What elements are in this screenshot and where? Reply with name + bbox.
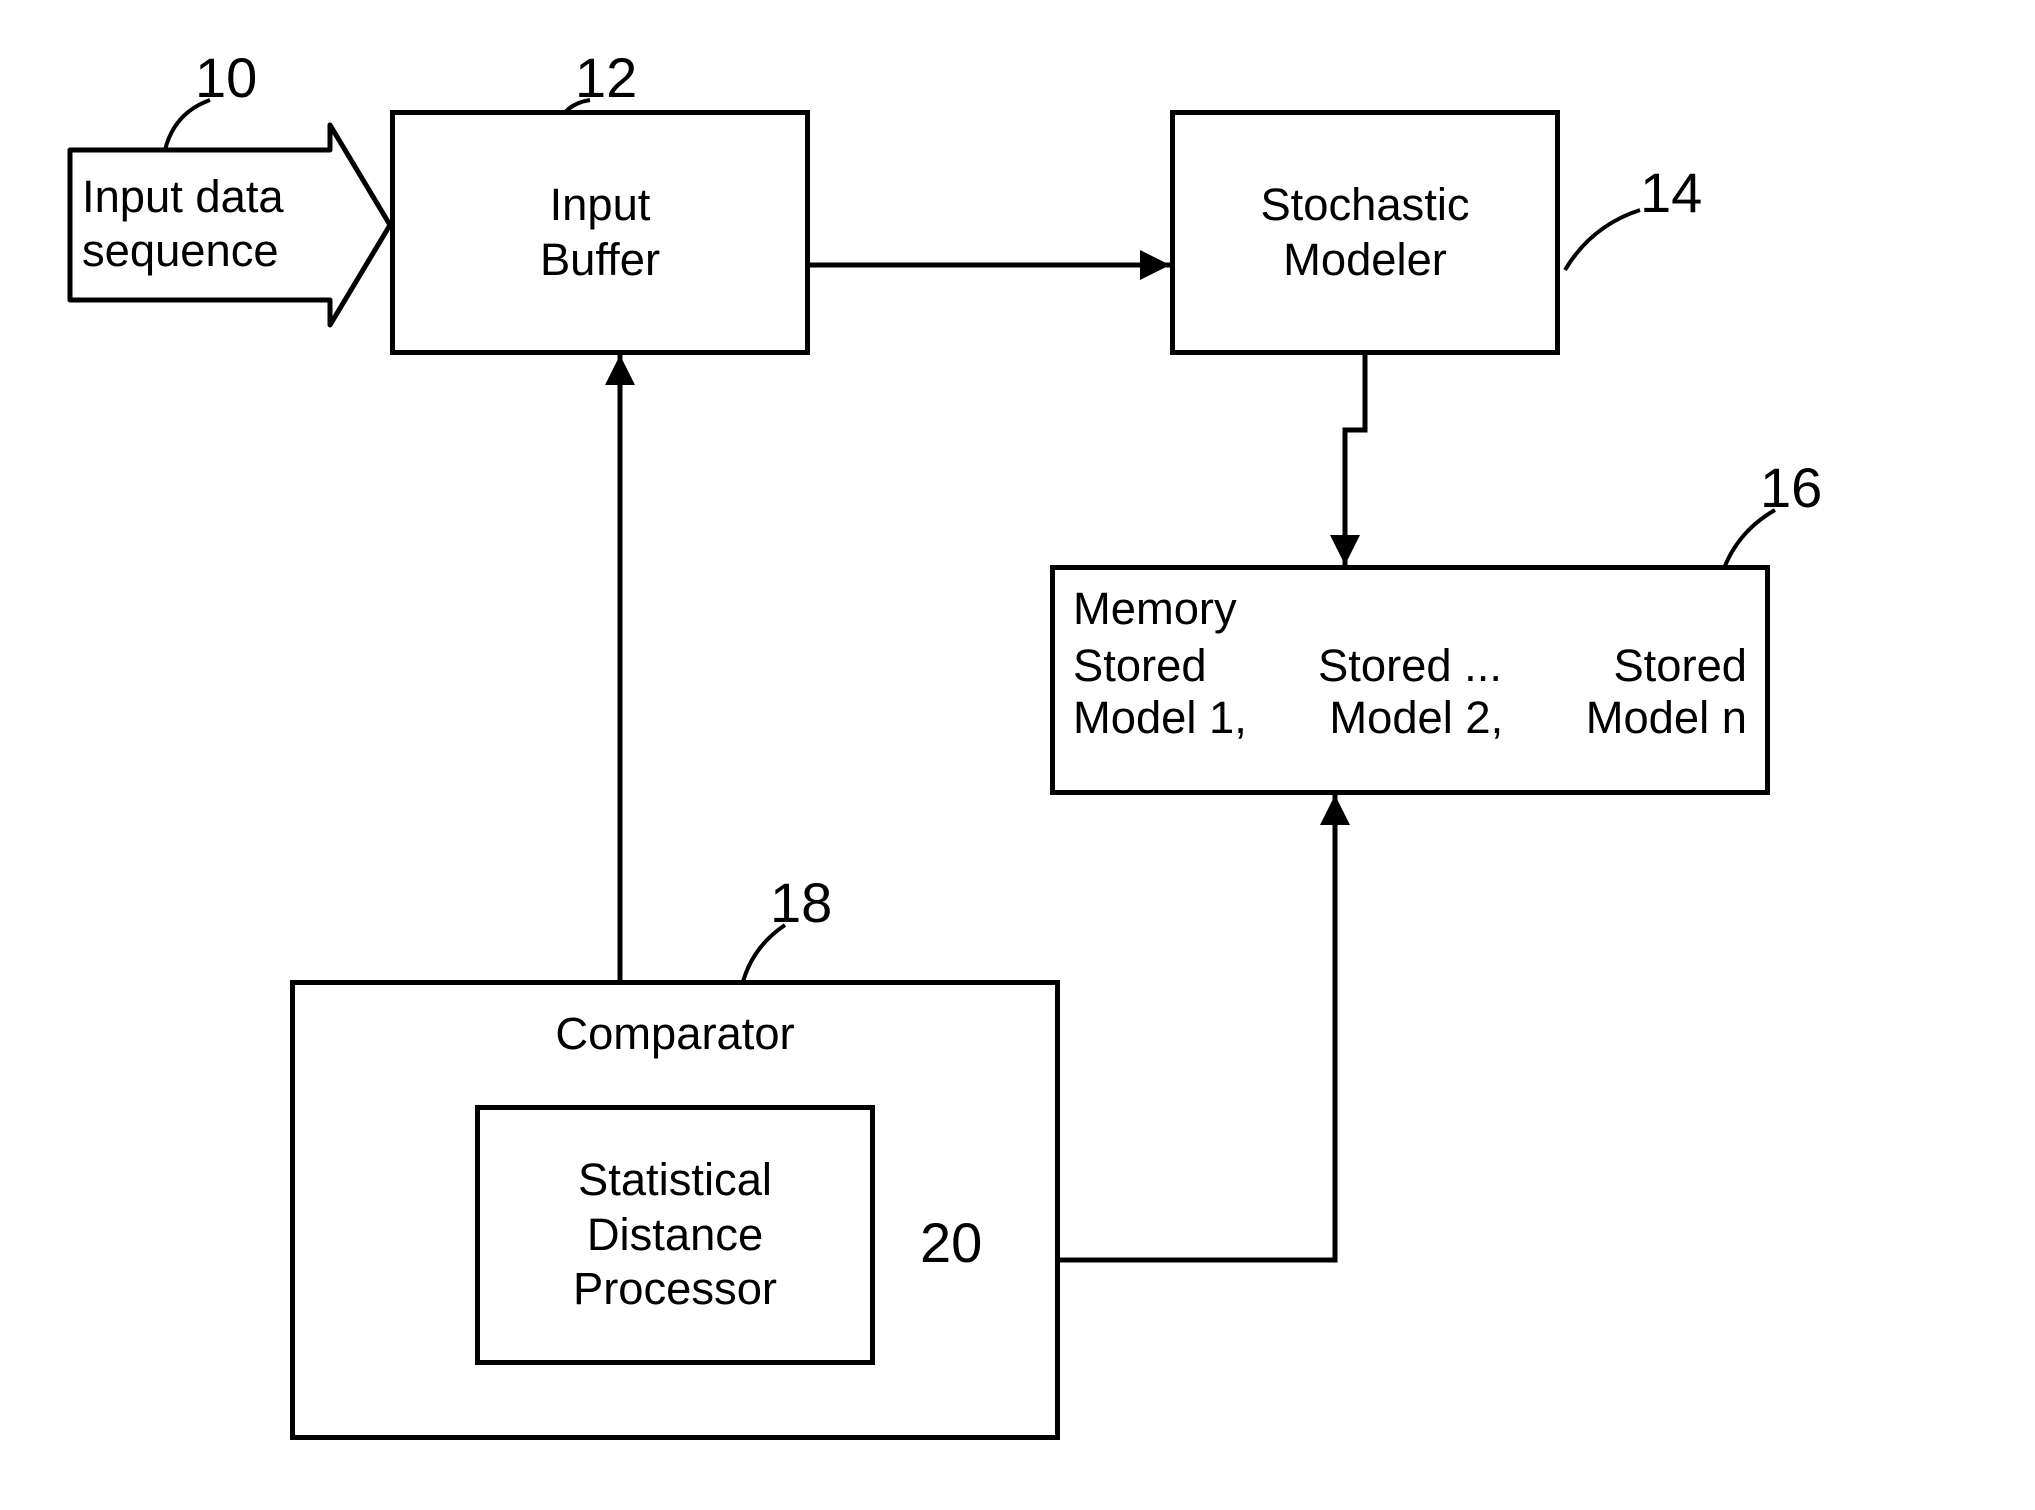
ref-label-16: 16 [1760, 455, 1822, 520]
ref-label-14: 14 [1640, 160, 1702, 225]
stochastic-modeler-line2: Modeler [1283, 233, 1447, 287]
memory-col2-row2: Model 2, [1329, 692, 1503, 744]
input-buffer-line1: Input [550, 178, 651, 232]
memory-col1-row2: Model 1, [1073, 692, 1247, 744]
input-data-arrow: Input data sequence [82, 170, 318, 279]
diagram-canvas: Input data sequence Input Buffer Stochas… [0, 0, 2035, 1510]
stat-line2: Distance [587, 1208, 763, 1262]
stat-line1: Statistical [578, 1153, 772, 1207]
memory-col2-row1: Stored ... [1318, 640, 1502, 692]
statistical-distance-processor-box: Statistical Distance Processor [475, 1105, 875, 1365]
memory-box: Memory Stored Stored ... Stored Model 1,… [1050, 565, 1770, 795]
ref-label-12: 12 [575, 45, 637, 110]
memory-title: Memory [1073, 582, 1237, 636]
stochastic-modeler-box: Stochastic Modeler [1170, 110, 1560, 355]
input-data-line1: Input data [82, 170, 318, 224]
ref-label-10: 10 [195, 45, 257, 110]
stat-line3: Processor [573, 1262, 777, 1316]
input-data-line2: sequence [82, 224, 318, 278]
input-buffer-line2: Buffer [540, 233, 660, 287]
comparator-title: Comparator [555, 1007, 794, 1061]
memory-col1-row1: Stored [1073, 640, 1207, 692]
ref-label-18: 18 [770, 870, 832, 935]
memory-col3-row1: Stored [1613, 640, 1747, 692]
ref-label-20: 20 [920, 1210, 982, 1275]
stochastic-modeler-line1: Stochastic [1260, 178, 1469, 232]
input-buffer-box: Input Buffer [390, 110, 810, 355]
memory-col3-row2: Model n [1586, 692, 1747, 744]
